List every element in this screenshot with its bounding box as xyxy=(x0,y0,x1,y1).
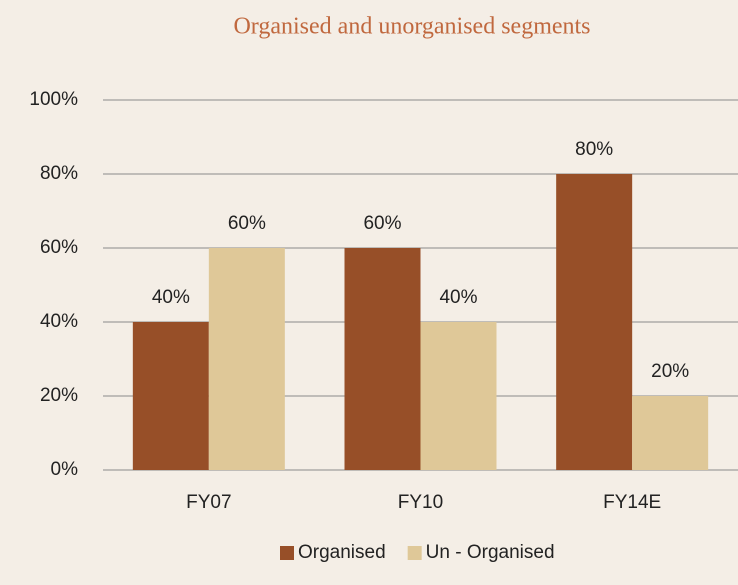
y-tick-label: 100% xyxy=(29,89,78,110)
legend-swatch xyxy=(407,546,422,560)
y-tick-label: 0% xyxy=(51,459,79,480)
bar xyxy=(344,248,421,470)
bar xyxy=(556,174,633,470)
y-tick-label: 80% xyxy=(40,163,78,184)
bar xyxy=(420,322,497,470)
x-tick-label: FY14E xyxy=(603,492,661,513)
value-label: 80% xyxy=(575,139,613,160)
y-tick-label: 60% xyxy=(40,237,78,258)
bar xyxy=(132,322,209,470)
x-tick-label: FY10 xyxy=(398,492,443,513)
y-tick-label: 40% xyxy=(40,311,78,332)
bar xyxy=(208,248,285,470)
value-label: 40% xyxy=(439,287,477,308)
value-label: 60% xyxy=(228,213,266,234)
chart-title: Organised and unorganised segments xyxy=(233,14,590,40)
value-label: 20% xyxy=(651,361,689,382)
x-tick-label: FY07 xyxy=(186,492,231,513)
bar xyxy=(632,396,709,470)
value-label: 40% xyxy=(152,287,190,308)
legend-label: Organised xyxy=(298,542,386,563)
value-label: 60% xyxy=(363,213,401,234)
legend-label: Un - Organised xyxy=(426,542,555,563)
y-tick-label: 20% xyxy=(40,385,78,406)
legend-swatch xyxy=(280,546,294,560)
